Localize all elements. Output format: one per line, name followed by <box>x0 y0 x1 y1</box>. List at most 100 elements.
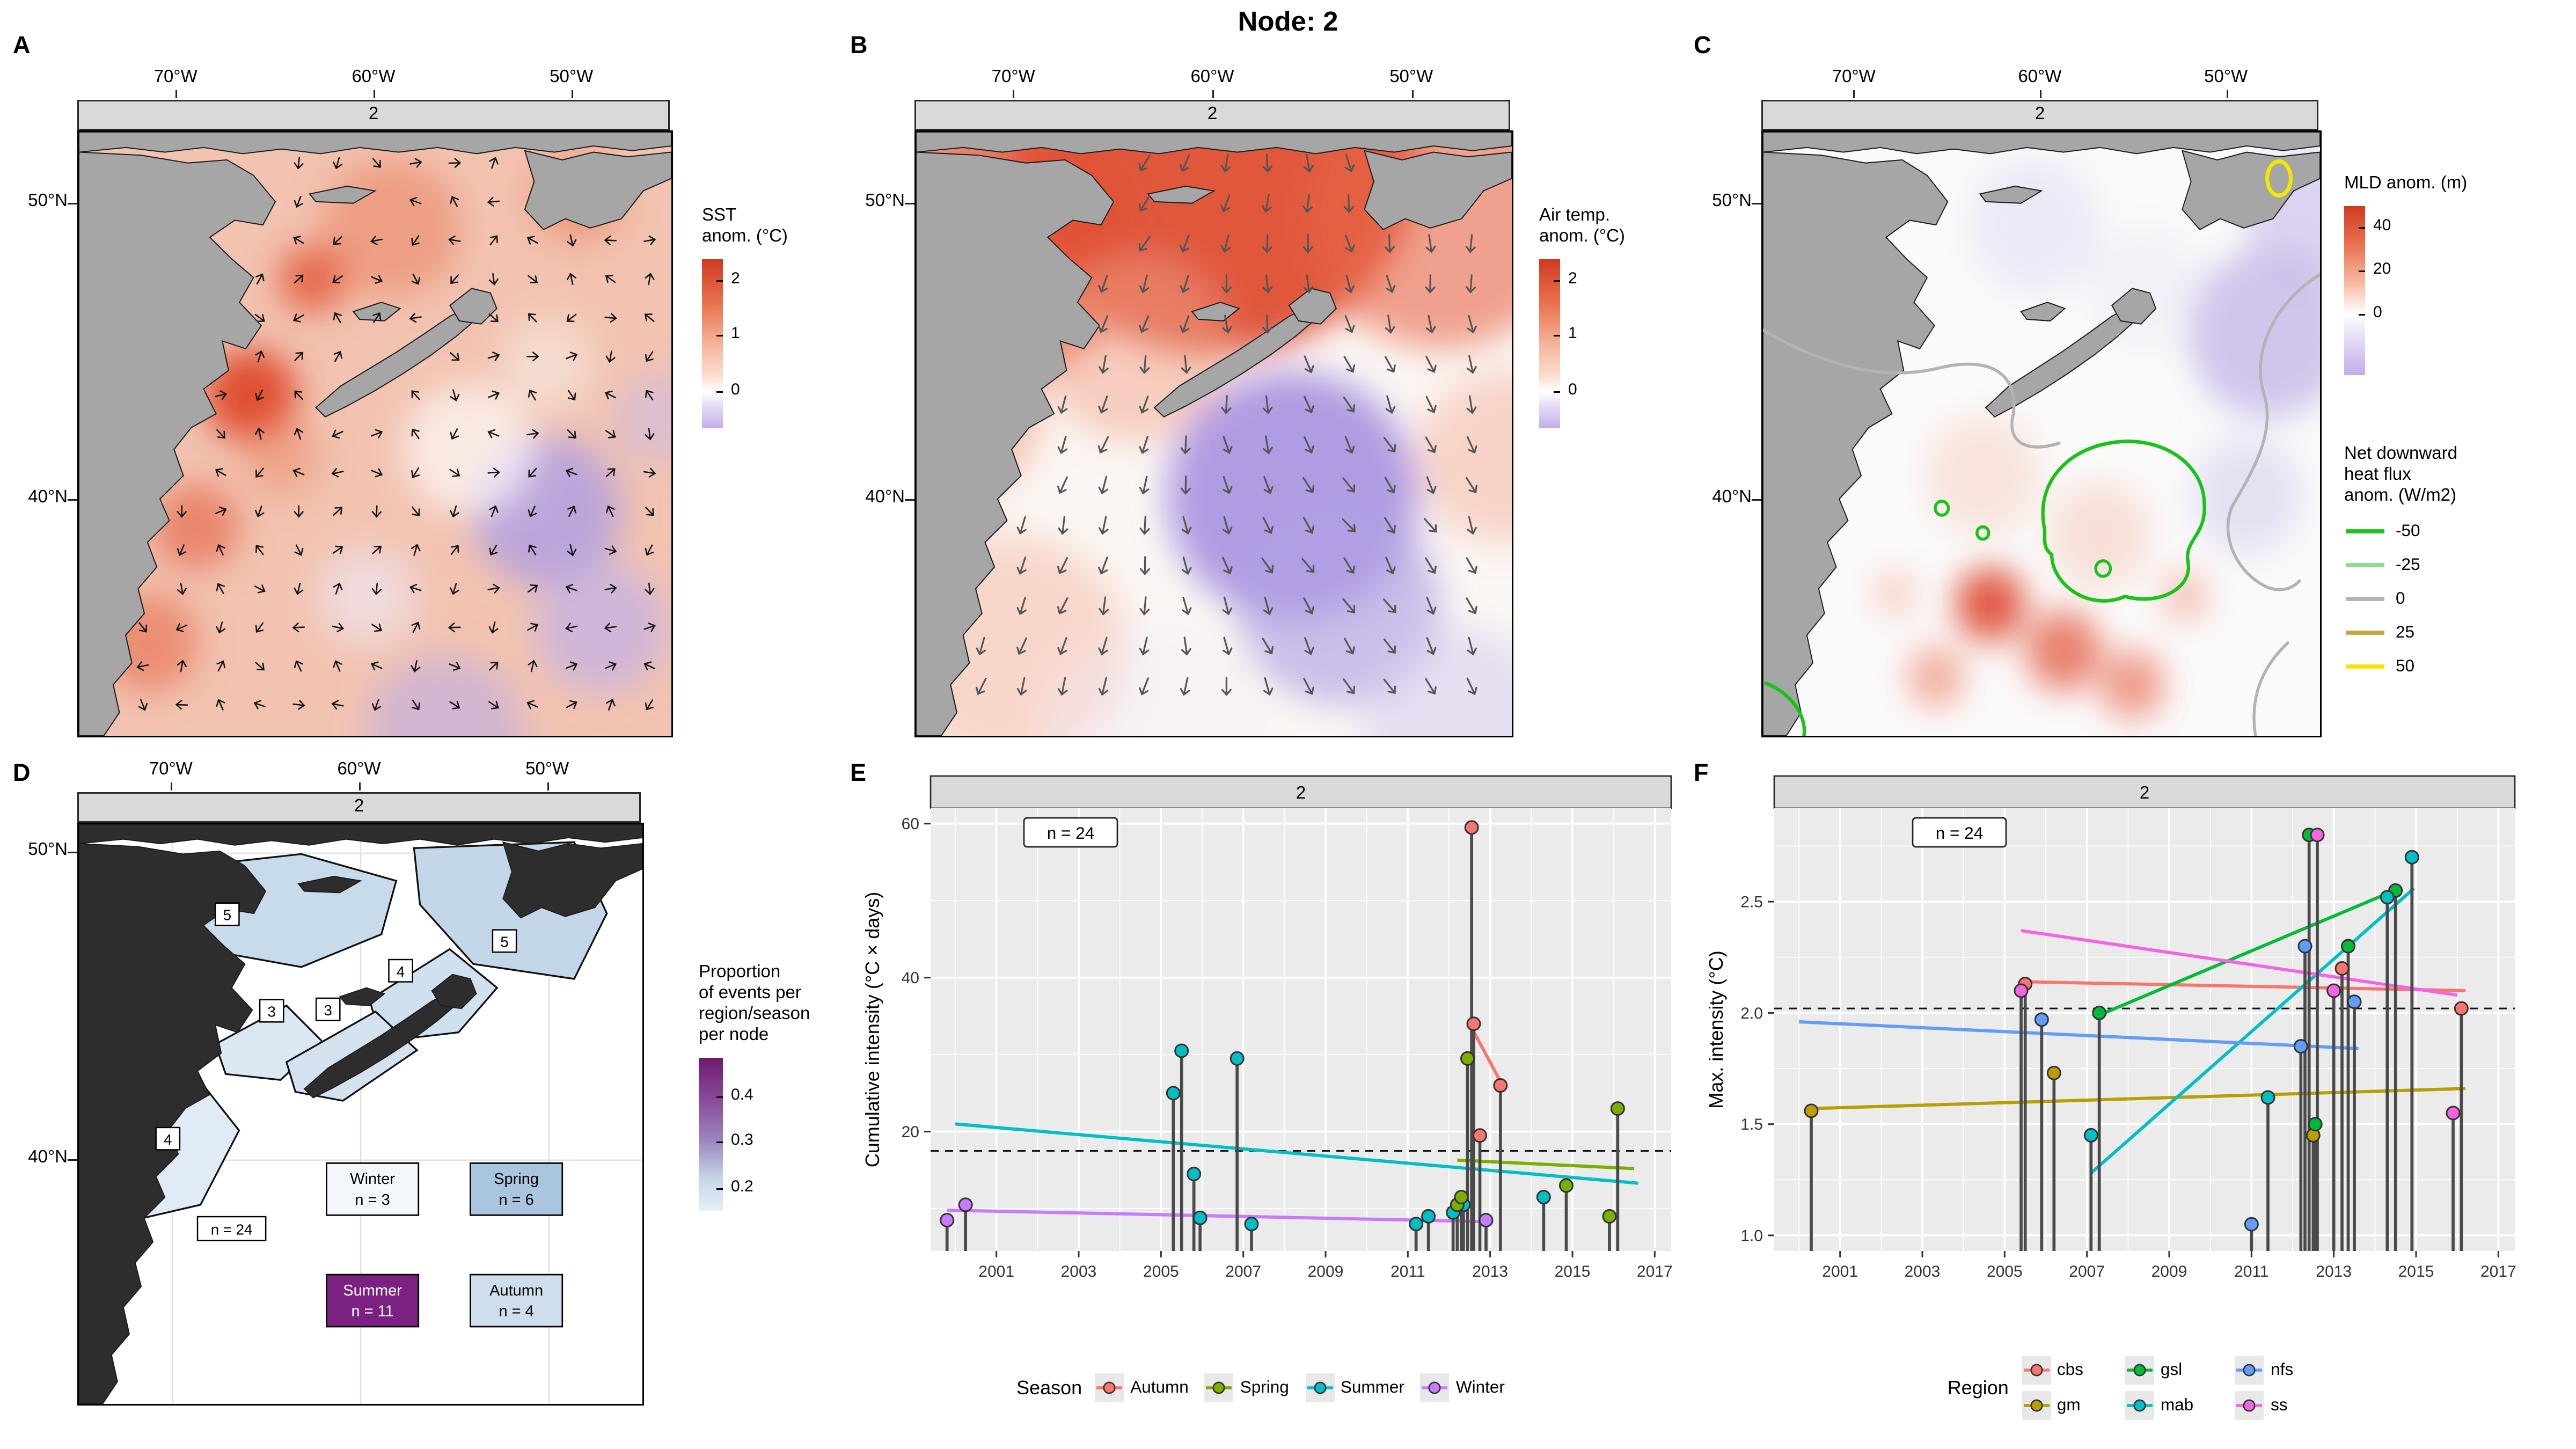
event-points <box>1804 828 2469 1232</box>
arrow-icon <box>255 662 265 671</box>
arrow-icon <box>1384 234 1395 254</box>
lon-tick-mark <box>2040 90 2041 98</box>
x-tick-label: 2005 <box>1987 1263 2023 1280</box>
stems <box>1810 835 2463 1251</box>
x-tick-label: 2015 <box>2398 1263 2434 1280</box>
x-tick-label: 2009 <box>1308 1263 1344 1280</box>
season-key-summer: Summer <box>1305 1373 1404 1402</box>
region-key-ss: ss <box>2235 1388 2293 1422</box>
y-tick-label: 1.0 <box>1740 1227 1763 1245</box>
coastline <box>339 987 386 1006</box>
lon-tick-label: 60°W <box>352 68 396 87</box>
arrow-icon <box>1425 234 1436 253</box>
arrow-icon <box>1016 596 1027 616</box>
arrow-icon <box>1222 636 1233 656</box>
coastline <box>449 288 497 325</box>
arrow-icon <box>372 158 381 168</box>
x-tick-label: 2017 <box>1637 1263 1673 1280</box>
flux-legend-entry: 0 <box>2344 589 2457 609</box>
arrow-icon <box>1303 274 1314 294</box>
arrow-icon <box>604 583 617 594</box>
arrow-icon <box>1098 475 1109 495</box>
vector-arrows <box>976 153 1477 697</box>
x-tick-label: 2011 <box>1391 1263 1425 1280</box>
arrow-icon <box>1097 436 1109 454</box>
arrow-icon <box>216 583 225 595</box>
arrow-icon <box>566 700 577 709</box>
arrow-icon <box>332 545 343 554</box>
arrow-icon <box>177 505 187 518</box>
arrow-icon <box>450 545 459 555</box>
region-count-label: 5 <box>223 907 231 924</box>
lat-tick-label: 40°N <box>28 1147 68 1167</box>
legend-key-icon <box>2235 1390 2265 1419</box>
arrow-icon <box>292 623 305 633</box>
arrow-icon <box>645 699 654 711</box>
event-point-autumn <box>1493 1078 1508 1093</box>
contour-line-icon <box>2346 631 2384 635</box>
event-point-summer <box>1187 1167 1202 1182</box>
event-point-nfs <box>2297 939 2312 954</box>
arrow-icon <box>1180 677 1190 696</box>
mld-map-block: 70°W 60°W 50°W 2 50°N 40°N <box>1712 68 2322 737</box>
arrow-icon <box>526 429 539 439</box>
event-point-winter <box>940 1213 955 1228</box>
arrow-icon <box>1057 637 1067 655</box>
arrow-icon <box>1466 557 1477 574</box>
coastline <box>79 824 642 846</box>
legend-key-label: Autumn <box>1130 1378 1189 1397</box>
arrow-icon <box>1343 356 1355 373</box>
coastline <box>1363 150 1512 230</box>
panel-letter-d: D <box>13 760 31 787</box>
arrow-icon <box>527 623 539 632</box>
heat-flux-contour-zero <box>2226 273 2320 591</box>
arrow-icon <box>1385 557 1396 575</box>
colorbar-tick-label: 0.2 <box>731 1178 753 1196</box>
event-point-winter <box>958 1197 973 1212</box>
arrow-icon <box>1303 597 1314 614</box>
legend-title-line: per node <box>699 1026 769 1045</box>
arrow-icon <box>216 429 225 439</box>
arrow-icon <box>1342 598 1356 613</box>
colorbar-tick-mark <box>716 279 723 281</box>
arrow-icon <box>255 467 264 478</box>
x-tick-label: 2001 <box>1822 1263 1858 1280</box>
arrow-icon <box>1139 355 1150 374</box>
arrow-icon <box>409 196 422 207</box>
season-box-label: Spring <box>494 1170 539 1188</box>
flux-legend-entry: -50 <box>2344 522 2457 541</box>
legend-key-icon <box>1095 1373 1124 1402</box>
arrow-icon <box>1425 678 1437 695</box>
lat-tick-label: 50°N <box>28 840 68 860</box>
arrow-icon <box>1221 677 1232 697</box>
arrow-icon <box>1263 435 1273 455</box>
figure-title: Node: 2 <box>1238 6 1338 37</box>
arrow-icon <box>255 505 265 518</box>
arrow-icon <box>450 389 460 402</box>
arrow-icon <box>605 505 615 517</box>
arrow-icon <box>254 584 266 594</box>
arrow-icon <box>567 429 576 439</box>
coastline <box>1763 132 2320 155</box>
legend-title-line: Proportion <box>699 963 781 982</box>
arrow-icon <box>1139 677 1149 696</box>
season-legend: Season Autumn Spring Summer Winter <box>850 1373 1687 1402</box>
arrow-icon <box>566 661 578 671</box>
event-point-mab <box>2404 850 2419 865</box>
arrow-icon <box>450 196 459 208</box>
region-legend-grid: cbs gm gsl mab nfs ss <box>2021 1352 2309 1422</box>
legend-key-icon <box>2021 1390 2051 1419</box>
lat-tick-label: 40°N <box>28 487 68 507</box>
panel-letter-f: F <box>1694 760 1709 787</box>
arrow-icon <box>1466 597 1477 614</box>
x-tick-label: 2005 <box>1143 1263 1179 1280</box>
event-point-gm <box>1804 1103 1819 1118</box>
airtemp-colorbar-legend: Air temp. anom. (°C) 2 1 0 <box>1539 206 1625 428</box>
x-tick-label: 2001 <box>978 1263 1014 1280</box>
flux-legend-label: 50 <box>2396 657 2415 676</box>
arrow-icon <box>253 700 266 709</box>
airtemp-map-block: 70°W 60°W 50°W 2 50°N 40°N <box>865 68 1513 737</box>
arrow-icon <box>1138 195 1151 212</box>
arrow-icon <box>1303 153 1314 173</box>
lat-tick-mark <box>68 852 77 853</box>
